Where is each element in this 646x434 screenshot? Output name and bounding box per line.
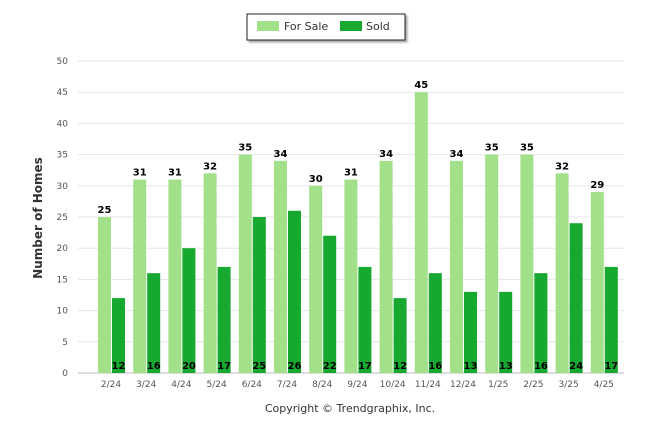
bar-sold <box>464 291 477 373</box>
bar-for-sale <box>485 154 499 373</box>
data-label-sold: 17 <box>217 361 231 372</box>
y-tick-label: 40 <box>57 119 69 129</box>
y-axis-label: Number of Homes <box>31 157 45 279</box>
bar-for-sale <box>203 173 217 373</box>
data-label-sold: 16 <box>428 361 442 372</box>
y-tick-label: 45 <box>57 88 68 98</box>
x-tick-label: 7/24 <box>277 380 297 390</box>
x-tick-label: 2/25 <box>523 380 543 390</box>
data-label-for-sale: 34 <box>379 149 393 160</box>
data-label-sold: 16 <box>147 361 161 372</box>
data-label-for-sale: 31 <box>168 168 182 179</box>
data-label-sold: 22 <box>323 361 337 372</box>
x-tick-label: 10/24 <box>380 380 406 390</box>
bar-for-sale <box>309 185 323 373</box>
y-tick-label: 35 <box>57 151 68 161</box>
y-tick-label: 15 <box>57 275 68 285</box>
y-tick-label: 10 <box>57 307 69 317</box>
x-tick-label: 11/24 <box>415 380 441 390</box>
copyright-footer: Copyright © Trendgraphix, Inc. <box>265 402 435 415</box>
bar-sold <box>182 248 196 373</box>
x-tick-label: 3/25 <box>558 380 578 390</box>
legend-swatch-sold <box>340 21 362 31</box>
x-tick-label: 4/25 <box>594 380 614 390</box>
legend-label-for-sale: For Sale <box>284 20 328 33</box>
data-label-sold: 20 <box>182 361 196 372</box>
data-label-sold: 16 <box>534 361 548 372</box>
x-tick-label: 3/24 <box>136 380 156 390</box>
data-label-for-sale: 32 <box>203 161 217 172</box>
data-label-for-sale: 35 <box>485 143 499 154</box>
y-axis-ticks: 0 5 10 15 20 25 30 35 40 45 50 <box>57 57 69 379</box>
data-label-for-sale: 29 <box>590 180 604 191</box>
bar-sold <box>569 223 583 373</box>
data-labels: 25 12 31 16 31 20 32 17 35 25 34 26 30 22 31 17 34 12 45 16… <box>98 80 619 372</box>
data-label-sold: 24 <box>569 361 583 372</box>
bar-sold <box>604 266 618 373</box>
x-tick-label: 9/24 <box>347 380 367 390</box>
data-label-for-sale: 34 <box>274 149 288 160</box>
data-label-for-sale: 31 <box>133 168 147 179</box>
y-tick-label: 30 <box>57 182 69 192</box>
bar-for-sale <box>414 92 428 373</box>
data-label-sold: 25 <box>252 361 266 372</box>
y-tick-label: 50 <box>57 57 69 67</box>
y-tick-label: 5 <box>62 338 68 348</box>
data-label-sold: 26 <box>288 361 302 372</box>
bar-sold <box>499 291 513 373</box>
legend-swatch-for-sale <box>257 21 279 31</box>
x-axis-ticks: 2/24 3/24 4/24 5/24 6/24 7/24 8/24 9/24 10/24 11/… <box>101 380 614 390</box>
x-tick-label: 6/24 <box>242 380 262 390</box>
bar-sold <box>393 298 407 373</box>
data-label-sold: 12 <box>112 361 126 372</box>
bar-for-sale <box>450 160 463 373</box>
legend: For Sale Sold <box>246 13 406 41</box>
bar-sold <box>288 210 301 373</box>
bar-for-sale <box>238 154 252 373</box>
bar-for-sale <box>555 173 569 373</box>
bar-sold <box>147 273 161 373</box>
bar-sold <box>534 273 548 373</box>
data-label-for-sale: 30 <box>309 174 323 185</box>
x-tick-label: 12/24 <box>450 380 476 390</box>
y-tick-label: 20 <box>57 244 69 254</box>
bar-for-sale <box>344 179 358 373</box>
data-label-sold: 12 <box>393 361 407 372</box>
bar-for-sale <box>168 179 182 373</box>
bars <box>98 92 618 373</box>
data-label-for-sale: 25 <box>98 205 112 216</box>
x-tick-label: 4/24 <box>171 380 191 390</box>
bar-sold <box>358 266 372 373</box>
x-tick-label: 8/24 <box>312 380 332 390</box>
bar-sold <box>112 298 125 373</box>
data-label-sold: 17 <box>604 361 618 372</box>
y-tick-label: 0 <box>62 369 68 379</box>
data-label-for-sale: 35 <box>238 143 252 154</box>
bar-for-sale <box>590 192 604 373</box>
data-label-for-sale: 45 <box>414 80 428 91</box>
bar-for-sale <box>98 217 111 373</box>
legend-label-sold: Sold <box>366 20 390 33</box>
data-label-sold: 13 <box>464 361 478 372</box>
bar-sold <box>428 273 442 373</box>
x-tick-label: 1/25 <box>488 380 508 390</box>
data-label-for-sale: 35 <box>520 143 534 154</box>
bar-for-sale <box>379 160 393 373</box>
bar-for-sale <box>520 154 534 373</box>
data-label-for-sale: 31 <box>344 168 358 179</box>
y-tick-label: 25 <box>57 213 68 223</box>
bar-for-sale <box>274 160 287 373</box>
x-tick-label: 2/24 <box>101 380 121 390</box>
data-label-for-sale: 32 <box>555 161 569 172</box>
bar-sold <box>252 217 266 373</box>
bar-sold <box>323 235 337 373</box>
bar-sold <box>217 266 231 373</box>
bar-for-sale <box>133 179 147 373</box>
data-label-for-sale: 34 <box>450 149 464 160</box>
data-label-sold: 17 <box>358 361 372 372</box>
data-label-sold: 13 <box>499 361 513 372</box>
x-tick-label: 5/24 <box>206 380 226 390</box>
